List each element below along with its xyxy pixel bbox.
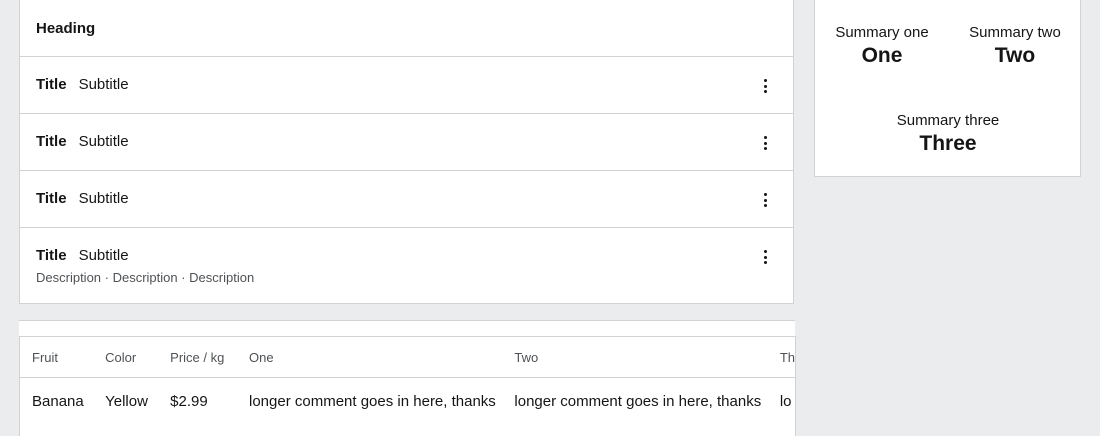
item-title: Title [36, 247, 67, 264]
column-header-one[interactable]: One [237, 337, 503, 378]
list-card: Heading Title Subtitle Title Subtitle Ti… [19, 0, 794, 304]
summary-value: One [861, 44, 903, 67]
table-cell: longer comment goes in here, thanks [249, 392, 496, 410]
item-subtitle: Subtitle [78, 76, 129, 93]
summary-label: Summary two [969, 24, 1061, 41]
item-subtitle: Subtitle [78, 190, 129, 207]
column-header-price[interactable]: Price / kg [158, 337, 237, 378]
list-item: Title Subtitle [20, 171, 793, 228]
table-header-row: Fruit Color Price / kg One Two Th [20, 337, 795, 378]
item-title: Title [36, 133, 67, 150]
column-header-color[interactable]: Color [93, 337, 159, 378]
kebab-menu-icon[interactable] [757, 249, 773, 265]
list-item: Title Subtitle [20, 57, 793, 114]
summary-item-two: Summary two Two [956, 24, 1074, 68]
summary-value: Three [919, 132, 977, 155]
table-cell: lo [779, 392, 792, 410]
list-item: Title Subtitle [20, 114, 793, 171]
summary-item-three: Summary three Three [878, 112, 1018, 156]
item-description: Description · Description · Description [36, 270, 255, 285]
column-header-two[interactable]: Two [502, 337, 768, 378]
summary-label: Summary one [835, 24, 929, 41]
list-item: Title Subtitle Description · Description… [20, 228, 793, 305]
data-table-card: Fruit Color Price / kg One Two Th Banana… [19, 336, 796, 436]
column-header-fruit[interactable]: Fruit [20, 337, 94, 378]
table-cell: Yellow [105, 392, 148, 410]
data-table: Fruit Color Price / kg One Two Th Banana… [20, 337, 795, 424]
table-cell: Banana [32, 392, 84, 410]
summary-label: Summary three [896, 112, 1000, 129]
section-divider [19, 320, 795, 337]
item-title: Title [36, 190, 67, 207]
item-title: Title [36, 76, 67, 93]
item-subtitle: Subtitle [78, 133, 129, 150]
card-heading: Heading [20, 0, 793, 57]
kebab-menu-icon[interactable] [757, 78, 773, 94]
summary-value: Two [994, 44, 1036, 67]
table-row[interactable]: Banana Yellow $2.99 longer comment goes … [20, 378, 795, 425]
summary-card: Summary one One Summary two Two Summary … [814, 0, 1081, 177]
kebab-menu-icon[interactable] [757, 135, 773, 151]
item-subtitle: Subtitle [78, 247, 129, 264]
table-cell: $2.99 [170, 392, 208, 410]
table-cell: longer comment goes in here, thanks [514, 392, 762, 410]
column-header-three[interactable]: Th [767, 337, 795, 378]
kebab-menu-icon[interactable] [757, 192, 773, 208]
summary-item-one: Summary one One [823, 24, 941, 68]
